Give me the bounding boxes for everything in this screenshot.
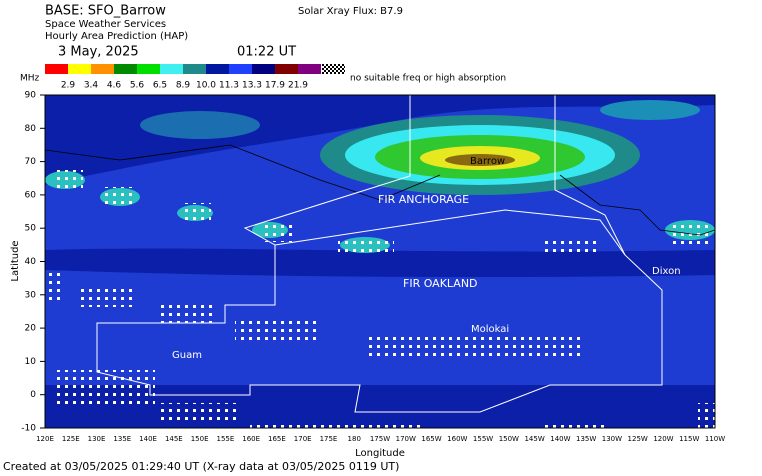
legend-swatch: [114, 64, 137, 74]
x-title: Longitude: [355, 448, 405, 459]
legend-label: 10.0: [196, 81, 216, 91]
lat-label: -10: [21, 424, 36, 434]
lon-label: 160W: [447, 435, 467, 443]
lon-label: 170W: [396, 435, 416, 443]
lon-label: 155E: [216, 435, 234, 443]
lat-label: 60: [25, 190, 37, 200]
legend-label: 21.9: [288, 81, 308, 91]
lat-label: 40: [25, 257, 37, 267]
legend-swatch: [183, 64, 206, 74]
lon-label: 135W: [576, 435, 596, 443]
lon-label: 175W: [370, 435, 390, 443]
lat-label: 80: [25, 124, 37, 134]
time: 01:22 UT: [237, 45, 296, 60]
oakland-label: FIR OAKLAND: [403, 277, 478, 290]
lon-label: 150W: [499, 435, 519, 443]
legend-swatch: [45, 64, 68, 74]
service: Space Weather Services: [45, 19, 166, 30]
lon-label: 140W: [550, 435, 570, 443]
lon-label: 170E: [294, 435, 312, 443]
legend-label: 13.3: [242, 81, 262, 91]
guam-label: Guam: [172, 350, 202, 361]
lon-label: 130W: [602, 435, 622, 443]
lon-label: 130E: [88, 435, 106, 443]
legend-swatch: [91, 64, 114, 74]
legend-label: 11.3: [219, 81, 239, 91]
lat-label: 30: [25, 290, 37, 300]
legend-label: 5.6: [130, 81, 145, 91]
lat-label: 10: [25, 357, 37, 367]
footer: Created at 03/05/2025 01:29:40 UT (X-ray…: [3, 460, 399, 473]
lon-label: 125E: [62, 435, 80, 443]
lon-axis: 120E 125E 130E 135E 140E 145E 150E 155E 160E 165E…: [36, 435, 725, 443]
legend-unit: MHz: [20, 74, 40, 84]
date: 3 May, 2025: [58, 45, 139, 60]
lon-label: 165E: [268, 435, 286, 443]
lon-label: 120W: [653, 435, 673, 443]
legend-swatch: [68, 64, 91, 74]
legend-swatch: [137, 64, 160, 74]
legend-label: 2.9: [61, 81, 76, 91]
legend-swatch: [206, 64, 229, 74]
lon-label: 140E: [139, 435, 157, 443]
legend-swatch: [160, 64, 183, 74]
molokai-label: Molokai: [471, 324, 509, 335]
lat-axis: 90 80 70 60 50 40 30 20 10 0 -10: [21, 91, 45, 434]
lon-label: 145E: [165, 435, 183, 443]
legend-label: 17.9: [265, 81, 285, 91]
lon-label: 135E: [113, 435, 131, 443]
y-title: Latitude: [10, 240, 21, 281]
lon-label: 145W: [524, 435, 544, 443]
barrow-label: Barrow: [470, 156, 505, 167]
lat-label: 50: [25, 224, 37, 234]
lat-label: 0: [30, 390, 36, 400]
no-freq-label: no suitable freq or high absorption: [350, 74, 506, 84]
lon-label: 160E: [242, 435, 260, 443]
legend-swatch: [275, 64, 298, 74]
flux: Solar Xray Flux: B7.9: [298, 6, 403, 17]
lat-label: 90: [25, 91, 37, 101]
legend-label: 4.6: [107, 81, 122, 91]
lon-label: 165W: [421, 435, 441, 443]
lon-label: 115W: [679, 435, 699, 443]
lon-label: 155W: [473, 435, 493, 443]
legend-label: 3.4: [84, 81, 99, 91]
legend-swatch: [229, 64, 252, 74]
lon-label: 150E: [191, 435, 209, 443]
base: BASE: SFO_Barrow: [45, 4, 166, 19]
lon-label: 110W: [705, 435, 725, 443]
dixon-label: Dixon: [652, 266, 681, 277]
legend-swatch: [252, 64, 275, 74]
legend-swatch: [298, 64, 321, 74]
lon-label: 175E: [320, 435, 338, 443]
map: [45, 95, 715, 428]
lon-label: 125W: [628, 435, 648, 443]
no-freq-swatch: [322, 64, 345, 74]
legend: 2.9 3.4 4.6 5.6 6.5 8.9 10.0 11.3 13.3 17.9 21.9: [45, 64, 321, 91]
anchorage-label: FIR ANCHORAGE: [378, 193, 469, 206]
lon-label: 120E: [36, 435, 54, 443]
legend-label: 6.5: [153, 81, 167, 91]
lon-label: 180: [348, 435, 361, 443]
lat-label: 20: [25, 324, 37, 334]
product: Hourly Area Prediction (HAP): [45, 31, 188, 42]
lat-label: 70: [25, 157, 37, 167]
legend-label: 8.9: [176, 81, 191, 91]
